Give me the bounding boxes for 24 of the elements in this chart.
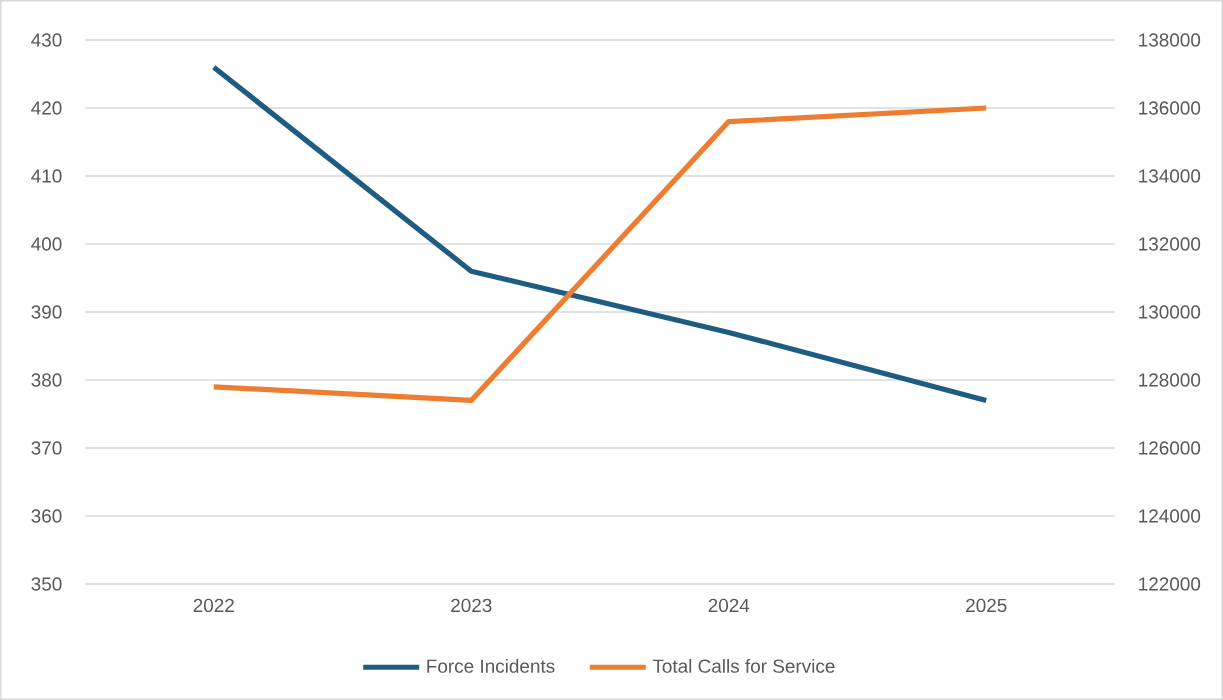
y2-tick-label: 124000 <box>1139 509 1201 523</box>
y2-tick-label: 128000 <box>1139 373 1201 387</box>
y2-tick-label: 138000 <box>1139 33 1201 47</box>
y-tick-label: 360 <box>31 509 62 523</box>
x-tick-label: 2023 <box>451 598 492 613</box>
y-tick-label: 400 <box>31 237 62 251</box>
x-tick-label: 2024 <box>708 598 750 613</box>
x-tick-label: 2025 <box>966 598 1007 613</box>
y2-tick-label: 132000 <box>1139 237 1201 251</box>
y-tick-label: 370 <box>31 441 62 455</box>
y-tick-label: 430 <box>31 33 62 47</box>
y2-tick-label: 136000 <box>1139 101 1201 115</box>
y-tick-label: 380 <box>31 373 62 387</box>
y2-tick-label: 134000 <box>1139 169 1201 183</box>
y-tick-label: 420 <box>31 101 62 115</box>
legend-label: Force Incidents <box>427 658 555 673</box>
x-tick-label: 2022 <box>193 598 234 613</box>
y2-tick-label: 130000 <box>1139 305 1201 319</box>
y-tick-label: 410 <box>31 169 62 183</box>
y-tick-label: 390 <box>31 305 62 319</box>
y-tick-label: 350 <box>31 577 62 591</box>
legend-label: Total Calls for Service <box>652 658 835 673</box>
y2-tick-label: 126000 <box>1139 441 1201 455</box>
y2-tick-label: 122000 <box>1139 577 1201 591</box>
